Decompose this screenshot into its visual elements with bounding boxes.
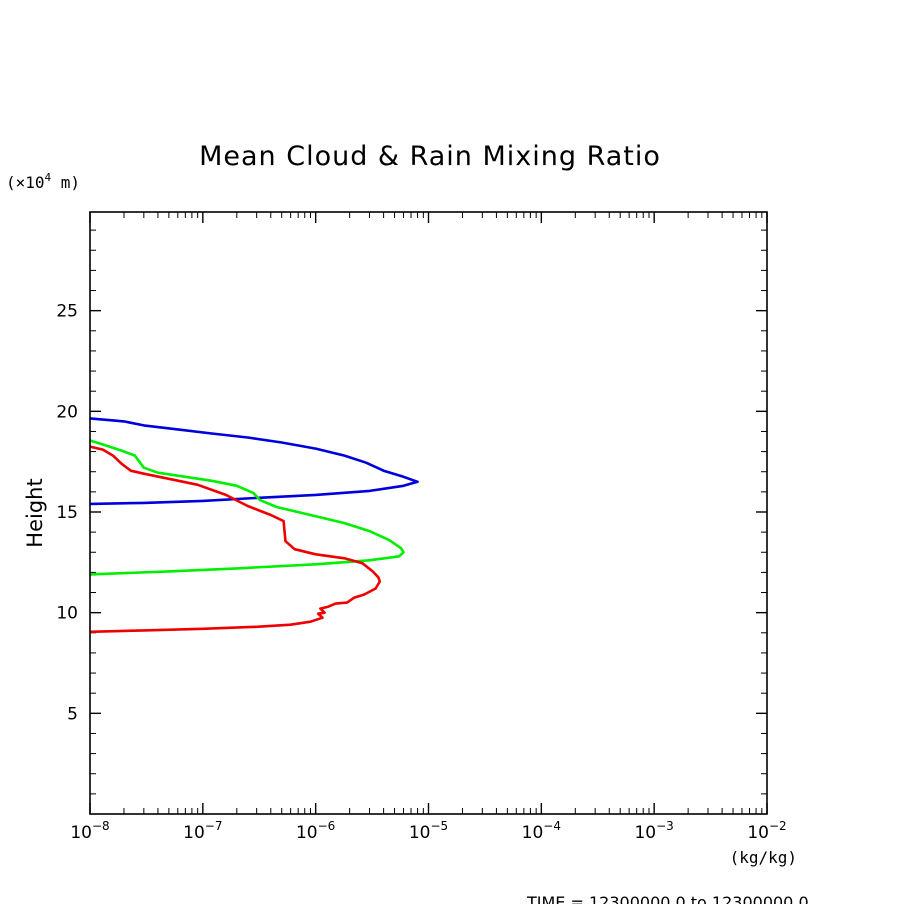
- x-tick-label: 10−4: [522, 819, 561, 843]
- series-line-2: [89, 439, 405, 576]
- minor-ticks: [90, 212, 767, 814]
- series-line-1: [89, 417, 419, 506]
- x-tick-label: 10−6: [296, 819, 335, 843]
- x-tick-label-base: 10: [296, 823, 318, 843]
- y-tick-label: 10: [56, 604, 78, 624]
- x-tick-label-base: 10: [70, 823, 92, 843]
- y-axis-unit-prefix: (×10: [6, 173, 45, 192]
- x-tick-label-base: 10: [183, 823, 205, 843]
- y-axis-unit: (×104 m): [6, 171, 80, 192]
- y-tick-label: 20: [56, 402, 78, 422]
- x-tick-label-exponent: −3: [656, 819, 674, 833]
- plot-frame: [89, 211, 768, 815]
- chart-title: Mean Cloud & Rain Mixing Ratio: [199, 141, 661, 172]
- y-tick-label: 25: [56, 302, 78, 322]
- x-tick-label: 10−7: [183, 819, 222, 843]
- y-axis-label: Height: [23, 478, 47, 547]
- y-axis-unit-exponent: 4: [45, 171, 52, 184]
- x-tick-label-exponent: −8: [92, 819, 110, 833]
- series-layer: [89, 417, 419, 634]
- series-line-3: [89, 445, 382, 634]
- x-tick-label-exponent: −7: [205, 819, 223, 833]
- x-tick-label-base: 10: [522, 823, 544, 843]
- major-ticks: [89, 212, 768, 814]
- x-tick-label: 10−5: [409, 819, 448, 843]
- x-tick-label-exponent: −4: [543, 819, 561, 833]
- x-tick-label-base: 10: [747, 823, 769, 843]
- x-tick-label: 10−3: [634, 819, 673, 843]
- x-tick-label-exponent: −5: [430, 819, 448, 833]
- x-tick-label-exponent: −2: [769, 819, 787, 833]
- x-tick-label: 10−8: [70, 819, 109, 843]
- x-axis-unit: (kg/kg): [730, 848, 797, 867]
- x-tick-label-exponent: −6: [318, 819, 336, 833]
- y-axis-unit-suffix: m): [51, 173, 80, 192]
- y-tick-label: 5: [67, 704, 78, 724]
- x-tick-label-base: 10: [409, 823, 431, 843]
- x-tick-label-base: 10: [634, 823, 656, 843]
- y-tick-label: 15: [56, 503, 78, 523]
- x-tick-label: 10−2: [747, 819, 786, 843]
- footer-time-range: TIME = 12300000.0 to 12300000.0: [526, 893, 809, 904]
